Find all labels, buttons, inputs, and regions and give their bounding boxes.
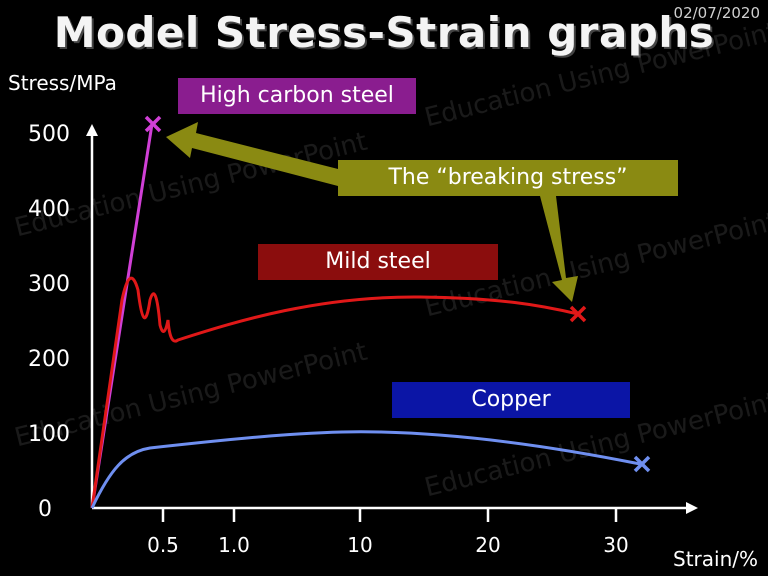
- y-axis-label: Stress/MPa: [8, 71, 117, 95]
- series-mild-steel: [90, 276, 579, 509]
- y-tick-label: 300: [28, 272, 70, 297]
- annotation-breaking-stress: The “breaking stress”: [338, 160, 678, 196]
- y-tick-label: 400: [28, 197, 70, 222]
- annotation-mild-steel: Mild steel: [258, 244, 498, 280]
- series-copper: [90, 430, 641, 509]
- x-tick-label: 30: [603, 533, 628, 557]
- y-tick-label: 0: [38, 497, 52, 522]
- date-label: 02/07/2020: [673, 4, 760, 22]
- annotation-high-carbon-steel: High carbon steel: [178, 78, 416, 114]
- y-tick-label: 200: [28, 347, 70, 372]
- page-title: Model Stress-Strain graphs: [53, 8, 715, 57]
- x-tick-label: 10: [347, 533, 372, 557]
- x-tick-label: 0.5: [147, 533, 179, 557]
- y-tick-label: 500: [28, 122, 70, 147]
- y-tick-label: 100: [28, 422, 70, 447]
- x-tick-label: 20: [475, 533, 500, 557]
- y-axis-arrow: [86, 124, 98, 136]
- x-tick-label: 1.0: [218, 533, 250, 557]
- x-axis-arrow: [686, 502, 698, 514]
- annotation-copper: Copper: [392, 382, 630, 418]
- arrow-to-high-carbon-break: [166, 122, 342, 186]
- arrow-to-mild-steel-break: [540, 196, 578, 302]
- break-point-mild-steel: [569, 305, 587, 323]
- break-point-high-carbon-steel: [144, 115, 162, 133]
- break-point-copper: [633, 455, 651, 473]
- x-axis-label: Strain/%: [673, 547, 758, 571]
